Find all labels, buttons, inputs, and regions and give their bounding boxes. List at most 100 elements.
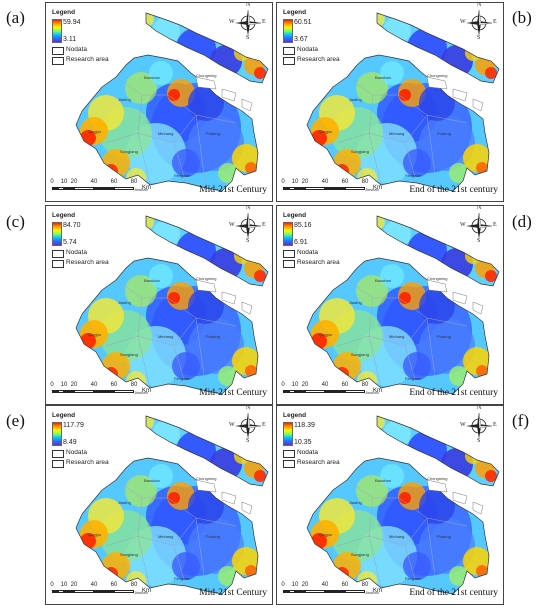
scale-tick-label: 80 xyxy=(361,179,369,185)
scale-tick-label: 0 xyxy=(281,582,285,588)
legend-max-value: 117.79 xyxy=(63,422,84,429)
north-arrow-compass: N S E W xyxy=(229,406,266,444)
scale-bar: 0 10 20 40 60 80 Km xyxy=(50,179,200,193)
compass-s-label: S xyxy=(246,238,250,244)
compass-w-label: W xyxy=(229,222,235,228)
district-label: Minhang xyxy=(389,334,405,339)
compass-s-label: S xyxy=(477,238,481,244)
legend-max-value: 59.94 xyxy=(63,19,81,26)
scale-segment xyxy=(283,390,289,393)
legend-research-area-swatch xyxy=(52,57,64,65)
north-arrow-compass: N S E W xyxy=(229,206,266,244)
legend-title: Legend xyxy=(52,412,76,419)
scale-segment xyxy=(114,390,134,393)
nodata-island xyxy=(472,501,484,515)
map-canvas xyxy=(75,415,269,595)
scale-tick-label: 80 xyxy=(130,179,138,185)
district-label: Fengxian xyxy=(405,576,422,581)
legend-nodata-swatch xyxy=(52,47,64,55)
legend-nodata-swatch xyxy=(283,47,295,55)
legend-max-value: 85.16 xyxy=(294,222,312,229)
scale-segment xyxy=(345,390,365,393)
scale-segment xyxy=(295,390,305,393)
scale-unit: Km xyxy=(142,185,151,191)
scale-tick-label: 60 xyxy=(341,382,349,388)
scale-tick-label: 10 xyxy=(291,179,299,185)
map-canvas xyxy=(306,415,500,595)
district-label: Qingpu xyxy=(319,129,332,134)
scale-tick-label: 20 xyxy=(70,582,78,588)
scale-unit: Km xyxy=(142,588,151,594)
scale-segment xyxy=(94,187,114,190)
district-label: Jinshan xyxy=(134,390,148,395)
scale-segment xyxy=(94,390,114,393)
scale-tick-label: 40 xyxy=(321,582,329,588)
scale-tick-label: 60 xyxy=(110,179,118,185)
district-label: Jiading xyxy=(118,500,131,505)
map-panel-c: Baoshan Jiading Chongming Qingpu Minhang Pudo… xyxy=(45,205,273,405)
scale-unit: Km xyxy=(142,388,151,394)
compass-rose-icon xyxy=(466,212,493,239)
district-label: Jiading xyxy=(118,97,131,102)
scale-segment xyxy=(58,390,64,393)
legend-research-area-label: Research area xyxy=(66,259,109,266)
legend-nodata-label: Nodata xyxy=(297,249,318,256)
compass-s-label: S xyxy=(246,35,250,41)
nodata-island xyxy=(426,279,448,293)
compass-w-label: W xyxy=(460,222,466,228)
district-label: Baoshan xyxy=(375,278,391,283)
district-label: Pudong xyxy=(206,334,220,339)
legend-research-area-swatch xyxy=(52,460,64,468)
district-label: Pudong xyxy=(437,534,451,539)
legend-nodata-label: Nodata xyxy=(66,46,87,53)
nodata-island xyxy=(452,291,468,305)
nodata-island xyxy=(452,88,468,102)
scale-segment xyxy=(114,187,134,190)
panel-label-c: (c) xyxy=(6,212,25,231)
legend-nodata-swatch xyxy=(283,450,295,458)
scale-tick-label: 80 xyxy=(361,582,369,588)
district-label: Pudong xyxy=(206,534,220,539)
panel-label-e: (e) xyxy=(6,411,25,430)
scale-tick-label: 20 xyxy=(301,582,309,588)
scale-tick-label: 10 xyxy=(60,179,68,185)
legend-color-ramp xyxy=(52,19,62,43)
legend-min-value: 6.91 xyxy=(294,239,308,246)
district-label: Minhang xyxy=(158,534,174,539)
legend-research-area-label: Research area xyxy=(66,459,109,466)
scale-tick-label: 20 xyxy=(301,382,309,388)
panel-label-a: (a) xyxy=(6,8,25,27)
nodata-island xyxy=(241,301,253,315)
legend-research-area-label: Research area xyxy=(66,56,109,63)
legend-research-area-swatch xyxy=(283,260,295,268)
scale-segment xyxy=(64,590,74,593)
scale-tick-label: 80 xyxy=(361,382,369,388)
scale-tick-label: 40 xyxy=(321,179,329,185)
panel-label-f: (f) xyxy=(512,411,529,430)
map-panel-b: Baoshan Jiading Chongming Qingpu Minhang Pudo… xyxy=(276,2,504,202)
compass-n-label: N xyxy=(246,205,251,211)
scale-tick-label: 40 xyxy=(90,179,98,185)
compass-s-label: S xyxy=(477,438,481,444)
legend-nodata-label: Nodata xyxy=(66,249,87,256)
district-label: Jiading xyxy=(349,500,362,505)
scale-tick-label: 0 xyxy=(50,382,54,388)
scale-segment xyxy=(283,590,289,593)
nodata-island xyxy=(195,479,217,493)
district-label: Jinshan xyxy=(134,187,148,192)
legend-nodata-label: Nodata xyxy=(297,449,318,456)
scale-segment xyxy=(305,590,325,593)
scale-tick-label: 10 xyxy=(60,582,68,588)
compass-rose-icon xyxy=(466,9,493,36)
scale-segment xyxy=(289,590,295,593)
district-label: Fengxian xyxy=(174,173,191,178)
district-label: Chongming xyxy=(427,476,448,481)
north-arrow-compass: N S E W xyxy=(460,206,497,244)
scale-bar: 0 10 20 40 60 80 Km xyxy=(50,382,200,396)
research-area-outline xyxy=(75,457,259,595)
district-label: Songjiang xyxy=(120,149,138,154)
scale-tick-label: 10 xyxy=(291,382,299,388)
nodata-island xyxy=(452,491,468,505)
compass-e-label: E xyxy=(262,19,266,25)
legend-nodata-swatch xyxy=(52,450,64,458)
